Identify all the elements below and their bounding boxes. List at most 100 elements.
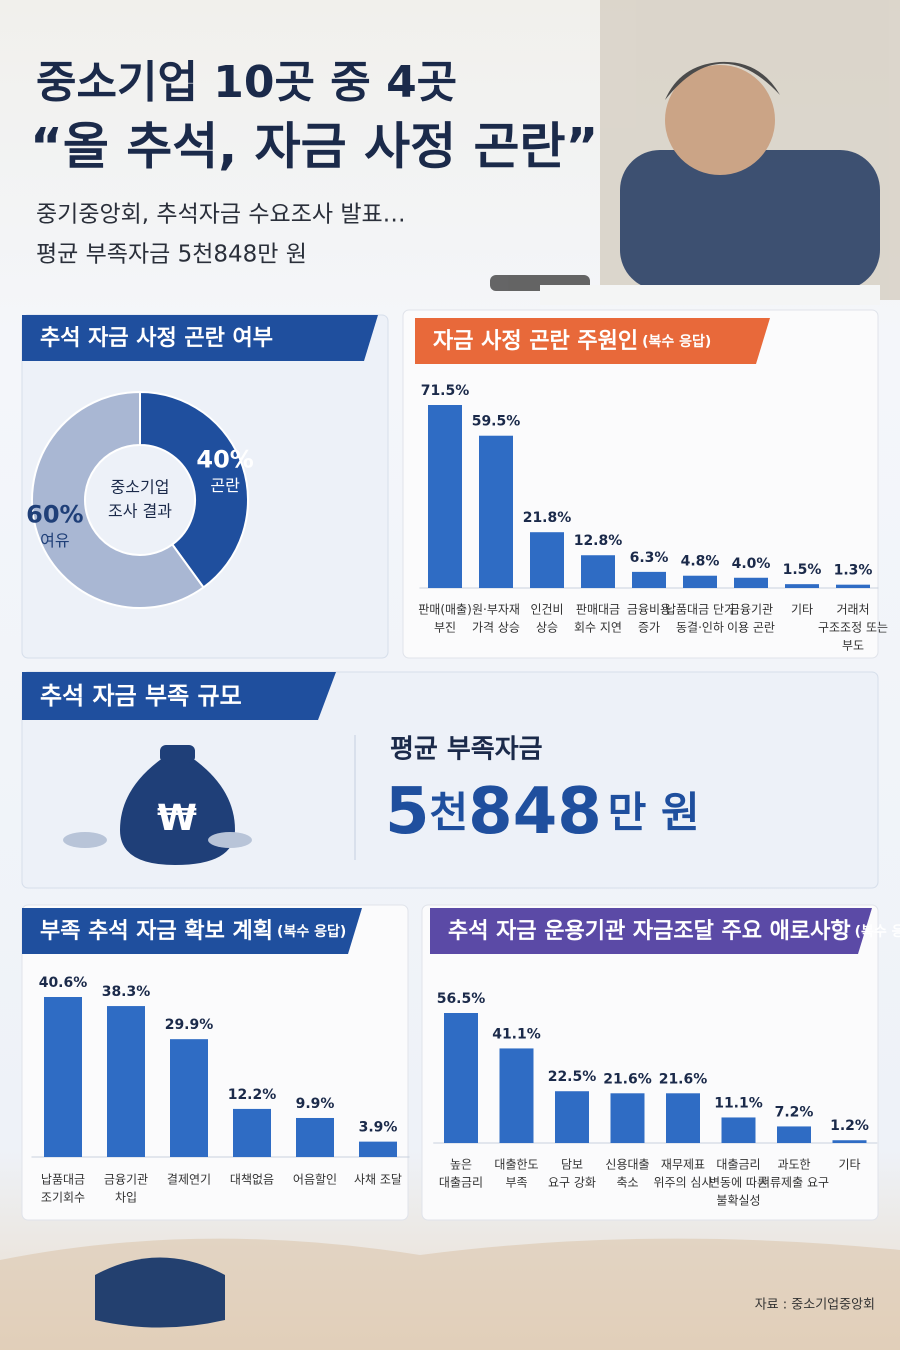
amount-part: 5 [385,775,430,849]
value-label: 12.2% [228,1087,277,1103]
bar [832,1140,867,1143]
category-label: 구조조정 또는 [818,621,888,635]
gift-icon [95,1257,225,1328]
category-label: 불확실성 [716,1194,760,1208]
tab [430,908,872,954]
category-label: 결제연기 [167,1173,211,1187]
title: 중소기업 10곳 중 4곳 [36,57,457,108]
category-label: 변동에 따른 [709,1176,768,1190]
category-label: 어음할인 [293,1173,337,1187]
value-label: 71.5% [421,383,470,399]
category-label: 금융기관 [104,1173,148,1187]
tab [22,908,362,954]
category-label: 부족 [505,1176,527,1190]
bar [296,1117,334,1157]
money-bag-icon: ₩ [63,745,252,865]
category-label: 여유 [40,531,69,550]
category-label: 회수 지연 [574,621,622,635]
bar [499,1048,534,1143]
category-label: 재무제표 [661,1158,705,1172]
landscape [0,1238,900,1350]
bar [44,997,82,1157]
header-illustration [490,0,900,305]
bar [666,1093,700,1143]
bar [444,1013,478,1143]
category-label: 납품대금 단가 [665,603,735,617]
category-label: 이용 곤란 [727,621,775,635]
category-label: 판매(매출) [418,603,472,617]
label: 평균 부족자금 [390,735,543,765]
bar [107,1006,145,1157]
donut-segment [139,390,249,589]
source: 자료 : 중소기업중앙회 [755,1298,875,1313]
panel-title-note: (복수 응답) [642,333,711,350]
category-label: 대출금리 [439,1176,483,1190]
category-label: 위주의 심사 [653,1176,712,1190]
amount: 5천848 만 원 [385,775,700,849]
panel-title: 자금 사정 곤란 주원인 (복수 응답) [433,329,711,354]
value-label: 1.5% [783,562,822,578]
panel-title: 추석 자금 운용기관 자금조달 주요 애로사항(복수 응답) [448,919,900,944]
category-label: 금융비용 [627,603,671,617]
category-label: 기타 [838,1158,860,1172]
bar [785,584,819,588]
value-label: 29.9% [165,1017,214,1033]
bar [632,571,666,588]
category-label: 담보 [561,1158,583,1172]
bar [359,1141,397,1157]
category-label: 곤란 [210,476,240,495]
value-label: 56.5% [437,991,486,1007]
category-label: 가격 상승 [472,621,520,635]
value-label: 1.3% [834,563,873,579]
panel-title-text: 추석 자금 사정 곤란 여부 [40,326,273,351]
value-label: 21.6% [659,1071,708,1087]
title: “올 추석, 자금 사정 곤란” [30,118,598,176]
category-label: 부도 [842,639,864,653]
category-label: 조기회수 [41,1191,85,1205]
svg-text:₩: ₩ [157,798,197,839]
value-label: 22.5% [548,1069,597,1085]
panel-title-text: 자금 사정 곤란 주원인 [433,329,638,354]
value-label: 1.2% [830,1118,869,1134]
panel-title: 부족 추석 자금 확보 계획 (복수 응답) [40,919,346,944]
category-label: 신용대출 [605,1158,649,1172]
amount-part: 천 [430,788,469,837]
amount-part: 만 원 [608,788,700,837]
bar [170,1039,208,1157]
category-label: 판매대금 [576,603,620,617]
value-label: 3.9% [359,1120,398,1136]
value-label: 11.1% [714,1095,763,1111]
bar [530,532,564,588]
value-label: 7.2% [775,1104,814,1120]
donut-segment [31,390,205,609]
bar [428,405,462,588]
category-label: 금융기관 [729,603,773,617]
bar [555,1091,589,1143]
category-label: 원·부자재 [472,603,520,617]
category-label: 과도한 [777,1158,810,1172]
category-label: 기타 [791,603,813,617]
value-label: 6.3% [630,550,669,566]
panel-title-note: (복수 응답) [277,923,346,940]
category-label: 증가 [638,621,660,635]
value-label: 40% [196,445,253,473]
panel [402,309,879,659]
bar [683,575,717,588]
value-label: 60% [26,501,83,529]
bar [479,435,513,588]
bar [721,1117,756,1143]
value-label: 4.0% [732,556,771,572]
value-label: 40.6% [39,975,88,991]
category-label: 대출금리 [716,1158,760,1172]
category-label: 대책없음 [230,1172,274,1187]
category-label: 상승 [536,621,558,635]
subtitle: 중기중앙회, 추석자금 수요조사 발표… [36,202,406,228]
panel-title-text: 부족 추석 자금 확보 계획 [40,919,273,944]
category-label: 동결·인하 [676,621,724,635]
value-label: 21.8% [523,510,572,526]
category-label: 서류제출 요구 [759,1176,829,1190]
category-label: 부진 [434,621,456,635]
subtitle: 평균 부족자금 5천848만 원 [36,242,307,268]
value-label: 4.8% [681,554,720,570]
